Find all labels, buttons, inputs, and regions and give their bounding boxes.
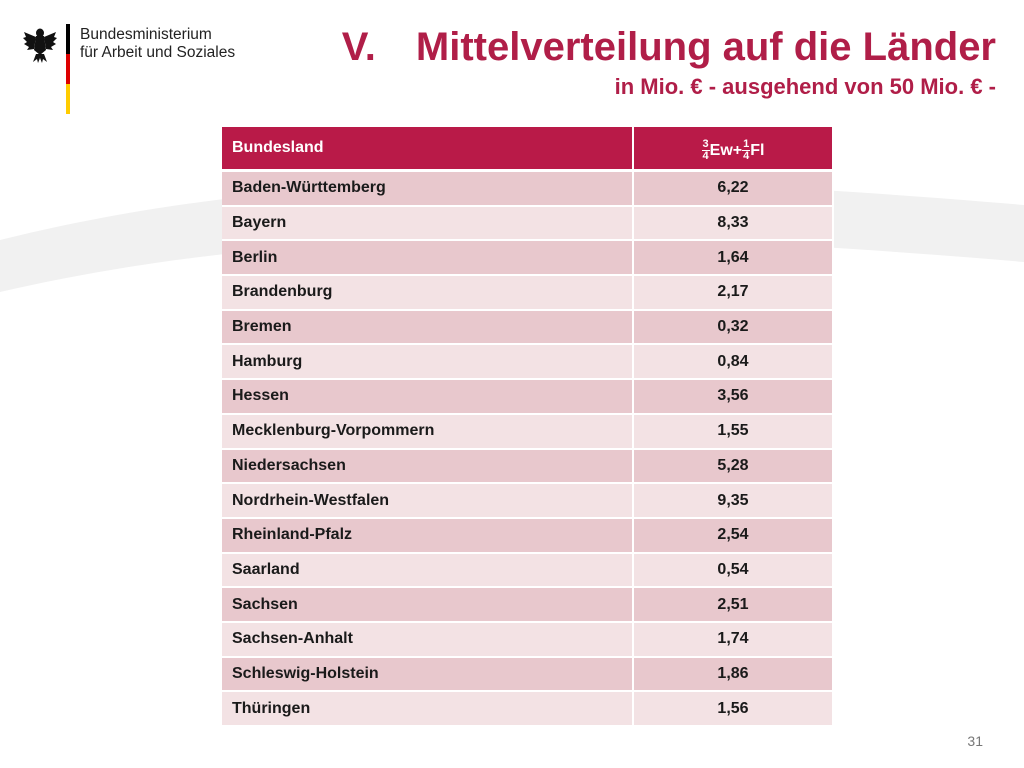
german-flag-stripe	[66, 24, 70, 114]
cell-bundesland: Baden-Württemberg	[222, 172, 634, 207]
table-row: Sachsen-Anhalt 1,74	[222, 622, 834, 658]
table-row: Hessen 3,56	[222, 380, 834, 415]
cell-value: 1,86	[634, 657, 834, 693]
cell-bundesland: Rheinland-Pfalz	[222, 518, 634, 554]
cell-value: 6,22	[634, 172, 834, 207]
cell-value: 2,17	[634, 276, 834, 311]
cell-value: 5,28	[634, 449, 834, 485]
cell-value: 1,74	[634, 622, 834, 658]
cell-value: 1,56	[634, 692, 834, 727]
slide-title-main: V. Mittelverteilung auf die Länder	[342, 24, 996, 70]
table-row: Nordrhein-Westfalen 9,35	[222, 484, 834, 519]
title-text: Mittelverteilung auf die Länder	[415, 25, 996, 69]
cell-bundesland: Hessen	[222, 380, 634, 415]
table-row: Niedersachsen 5,28	[222, 449, 834, 485]
cell-value: 1,64	[634, 241, 834, 277]
slide-subtitle: in Mio. € - ausgehend von 50 Mio. € -	[614, 74, 996, 99]
table-row: Rheinland-Pfalz 2,54	[222, 518, 834, 554]
table-row: Hamburg 0,84	[222, 345, 834, 381]
federal-eagle-icon	[23, 28, 57, 63]
cell-value: 0,54	[634, 553, 834, 589]
flag-black	[66, 24, 70, 54]
table-row: Bayern 8,33	[222, 206, 834, 242]
cell-bundesland: Sachsen	[222, 588, 634, 623]
formula-fl: Fl	[750, 141, 765, 159]
cell-value: 9,35	[634, 484, 834, 519]
cell-bundesland: Brandenburg	[222, 276, 634, 311]
section-number: V.	[341, 25, 376, 69]
ministry-name-line1: Bundesministerium	[80, 26, 212, 43]
fraction-numerator: 1	[742, 138, 751, 151]
fraction-numerator: 3	[701, 138, 710, 151]
table-row: Schleswig-Holstein 1,86	[222, 657, 834, 693]
formula: 3 4 Ew+ 1 4 Fl	[701, 138, 765, 162]
table-row: Saarland 0,54	[222, 553, 834, 589]
table-row: Mecklenburg-Vorpommern 1,55	[222, 414, 834, 450]
table-row: Sachsen 2,51	[222, 588, 834, 623]
cell-bundesland: Nordrhein-Westfalen	[222, 484, 634, 519]
cell-bundesland: Mecklenburg-Vorpommern	[222, 414, 634, 450]
cell-bundesland: Hamburg	[222, 345, 634, 381]
table-row: Berlin 1,64	[222, 241, 834, 277]
header-bundesland: Bundesland	[222, 127, 634, 172]
distribution-table: Bundesland 3 4 Ew+ 1 4 Fl Baden-Württemb…	[222, 127, 834, 727]
slide-title: V. Mittelverteilung auf die Länder in Mio…	[342, 24, 996, 102]
page-number: 31	[967, 733, 983, 749]
ministry-logo: Bundesministerium für Arbeit und Soziale…	[22, 24, 235, 114]
fraction-one-quarter: 1 4	[742, 138, 751, 162]
cell-value: 2,54	[634, 518, 834, 554]
fraction-denominator: 4	[743, 150, 750, 162]
ministry-name: Bundesministerium für Arbeit und Soziale…	[80, 26, 235, 62]
formula-ew: Ew+	[709, 141, 743, 159]
table-row: Bremen 0,32	[222, 310, 834, 346]
table-header-row: Bundesland 3 4 Ew+ 1 4 Fl	[222, 127, 834, 172]
cell-value: 8,33	[634, 206, 834, 242]
cell-bundesland: Schleswig-Holstein	[222, 657, 634, 693]
cell-value: 1,55	[634, 414, 834, 450]
table-row: Brandenburg 2,17	[222, 276, 834, 311]
flag-gold	[66, 84, 70, 114]
cell-bundesland: Saarland	[222, 553, 634, 589]
flag-red	[66, 54, 70, 84]
cell-bundesland: Berlin	[222, 241, 634, 277]
cell-bundesland: Thüringen	[222, 692, 634, 727]
table-row: Baden-Württemberg 6,22	[222, 172, 834, 207]
fraction-three-quarters: 3 4	[701, 138, 710, 162]
cell-value: 0,84	[634, 345, 834, 381]
cell-bundesland: Sachsen-Anhalt	[222, 622, 634, 658]
table-row: Thüringen 1,56	[222, 692, 834, 727]
fraction-denominator: 4	[702, 150, 709, 162]
header-formula: 3 4 Ew+ 1 4 Fl	[634, 127, 834, 172]
cell-value: 2,51	[634, 588, 834, 623]
cell-value: 3,56	[634, 380, 834, 415]
cell-bundesland: Bayern	[222, 206, 634, 242]
cell-bundesland: Bremen	[222, 310, 634, 346]
ministry-name-line2: für Arbeit und Soziales	[80, 44, 236, 61]
cell-value: 0,32	[634, 310, 834, 346]
cell-bundesland: Niedersachsen	[222, 449, 634, 485]
